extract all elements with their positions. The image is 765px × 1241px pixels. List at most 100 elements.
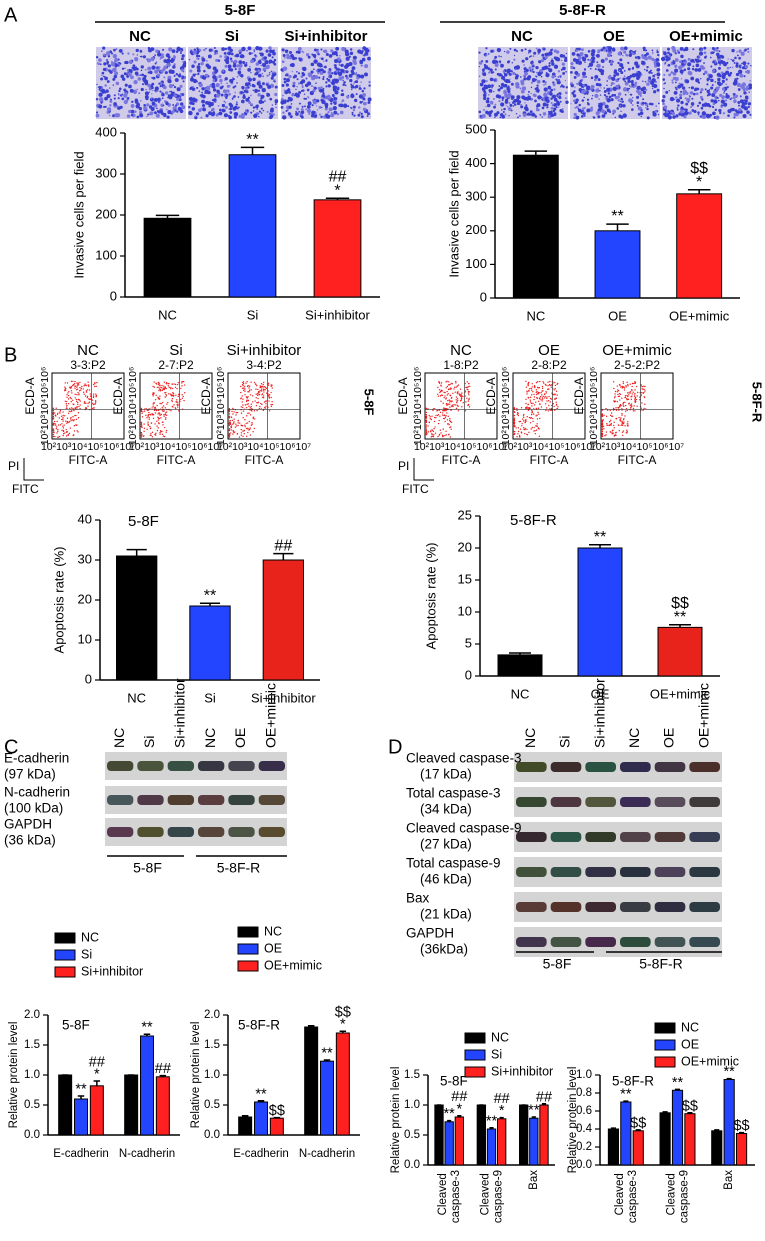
- flow-event: [460, 394, 462, 396]
- flow-event: [242, 381, 245, 383]
- side-label: 5-8F-R: [750, 382, 765, 423]
- micrograph-cell: [511, 61, 514, 64]
- micrograph-cell: [587, 50, 591, 53]
- micrograph-cell: [491, 86, 493, 89]
- flow-x-label: FITC-A: [618, 453, 657, 467]
- micrograph-cell: [176, 87, 181, 92]
- flow-event: [536, 380, 539, 383]
- micrograph-cell: [316, 62, 322, 67]
- micrograph-cell: [510, 82, 514, 86]
- micrograph-cell: [687, 67, 691, 71]
- micrograph-cell: [330, 113, 335, 118]
- flow-event: [532, 420, 534, 423]
- bar: [486, 1128, 497, 1166]
- micrograph-cell: [507, 89, 511, 93]
- flow-event: [554, 409, 556, 411]
- micrograph-cell: [255, 62, 260, 66]
- significance-label: **: [75, 1082, 87, 1098]
- x-tick-label: NC: [127, 690, 146, 705]
- error-bar: [257, 1100, 265, 1102]
- row-size: (100 kDa): [4, 801, 63, 816]
- micrograph-cell: [341, 46, 346, 52]
- flow-event: [240, 434, 242, 436]
- flow-event: [446, 380, 448, 383]
- y-tick-label: 0.6: [576, 1105, 592, 1117]
- flow-event: [237, 424, 239, 427]
- micrograph-cell: [488, 71, 491, 74]
- micrograph-cell: [292, 84, 296, 88]
- micrograph-cell: [589, 67, 592, 70]
- flow-event: [52, 429, 55, 432]
- micrograph-cell: [220, 82, 223, 85]
- micrograph-cell: [478, 61, 483, 65]
- micrograph-cell: [615, 84, 619, 89]
- flow-event: [547, 388, 549, 390]
- micrograph-cell: [301, 79, 306, 84]
- flow-event: [449, 401, 451, 403]
- flow-event: [444, 420, 446, 423]
- flow-event: [165, 431, 167, 433]
- legend-label: NC: [264, 924, 282, 938]
- micrograph-cell: [151, 86, 154, 90]
- flow-event: [538, 400, 540, 403]
- error-bar: [143, 1033, 151, 1036]
- micrograph-cell: [247, 46, 252, 51]
- micrograph-cell: [622, 87, 628, 92]
- flow-event: [75, 389, 78, 391]
- flow-event: [60, 415, 63, 417]
- micrograph-cell: [328, 107, 333, 112]
- micrograph-cell: [725, 94, 729, 99]
- flow-event: [555, 397, 558, 400]
- flow-event: [270, 384, 272, 386]
- flow-event: [157, 419, 160, 421]
- micrograph-cell: [95, 111, 99, 114]
- micrograph-cell: [731, 66, 734, 69]
- flow-event: [442, 428, 444, 430]
- flow-event: [537, 407, 540, 409]
- flow-event: [425, 426, 428, 428]
- micrograph-cell: [742, 86, 746, 91]
- micrograph-cell: [355, 72, 357, 74]
- flow-event: [623, 389, 626, 391]
- micrograph-cell: [285, 78, 290, 83]
- flow-event: [183, 399, 185, 402]
- micrograph-cell: [578, 103, 581, 107]
- flow-event: [628, 392, 630, 394]
- micrograph-cell: [716, 55, 721, 59]
- micrograph-cell: [273, 58, 277, 62]
- flow-event: [159, 431, 161, 434]
- micrograph-cell: [676, 49, 680, 53]
- micrograph-cell: [283, 89, 286, 92]
- flow-event: [233, 421, 235, 423]
- flow-event: [449, 417, 451, 420]
- micrograph-cell: [355, 93, 358, 96]
- significance-label: **: [620, 1087, 632, 1103]
- flow-event: [533, 430, 535, 432]
- flow-event: [618, 430, 621, 432]
- flow-event: [81, 385, 83, 388]
- flow-event: [455, 396, 458, 398]
- micrograph-cell: [317, 71, 320, 75]
- micrograph-cell: [282, 111, 285, 114]
- micrograph-cell: [742, 113, 747, 119]
- micrograph-cell: [508, 102, 511, 105]
- chart-title: 5-8F: [440, 1074, 468, 1089]
- flow-event: [52, 418, 55, 420]
- flow-event: [425, 431, 428, 433]
- flow-event: [531, 411, 534, 413]
- flow-event: [174, 407, 177, 409]
- micrograph-cell: [258, 84, 263, 89]
- flow-event: [528, 431, 530, 434]
- flow-event: [542, 395, 544, 398]
- flow-event: [155, 432, 157, 435]
- legend-label: Si: [491, 1047, 502, 1061]
- micrograph-cell: [696, 87, 700, 91]
- flow-event: [154, 412, 157, 414]
- flow-event: [529, 422, 532, 424]
- micrograph-cell: [577, 107, 580, 110]
- micrograph-cell: [113, 49, 116, 52]
- y-tick-label: 0: [85, 671, 92, 686]
- micrograph-cell: [130, 104, 135, 108]
- flow-event: [72, 399, 74, 401]
- micrograph-cell: [301, 71, 305, 75]
